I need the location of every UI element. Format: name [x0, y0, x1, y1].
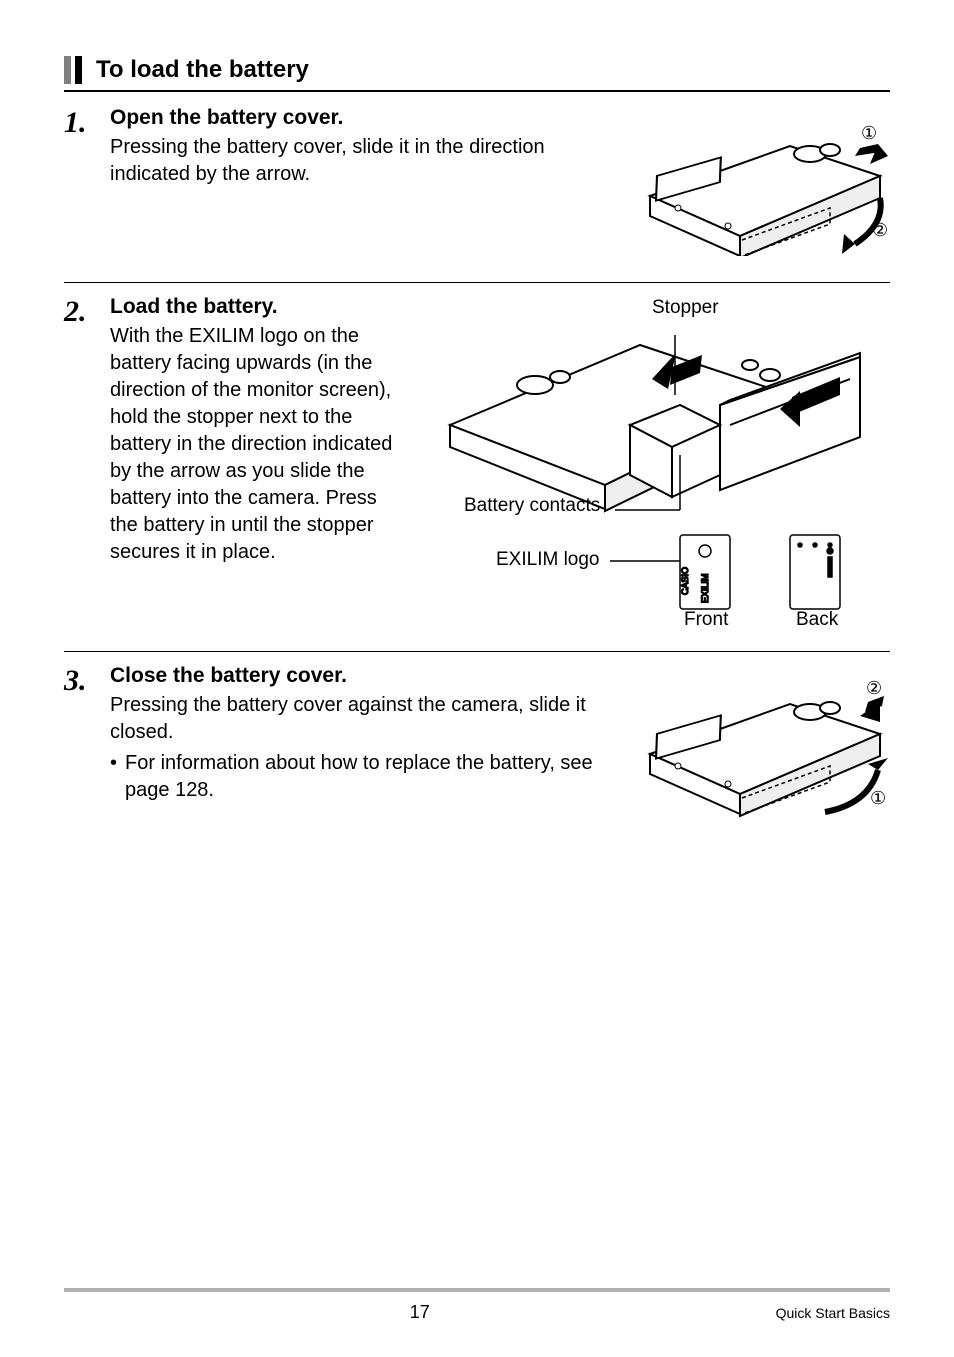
circled-2-icon: ② [866, 678, 882, 698]
step-number: 2. [64, 295, 110, 625]
svg-text:EXILIM: EXILIM [700, 573, 710, 603]
illustration-close-cover: ② ① [630, 664, 890, 824]
page-number: 17 [410, 1302, 430, 1323]
label-front: Front [684, 609, 728, 631]
label-back: Back [796, 609, 838, 631]
step-subnote: • For information about how to replace t… [110, 750, 620, 804]
section-heading: To load the battery [64, 56, 890, 92]
step-divider [64, 651, 890, 652]
footer-section-name: Quick Start Basics [776, 1305, 890, 1321]
label-stopper: Stopper [652, 297, 719, 319]
step-divider [64, 282, 890, 283]
step-heading: Close the battery cover. [110, 664, 620, 688]
step-heading: Open the battery cover. [110, 106, 620, 130]
circled-2-icon: ② [872, 220, 888, 240]
step-number: 3. [64, 664, 110, 824]
page-footer: 17 Quick Start Basics [64, 1288, 890, 1323]
label-battery-contacts: Battery contacts [464, 495, 600, 517]
bar-black [75, 56, 82, 84]
step-heading: Load the battery. [110, 295, 410, 319]
svg-text:CASIO: CASIO [680, 567, 690, 595]
step-2: 2. Load the battery. With the EXILIM log… [64, 295, 890, 625]
footer-rule [64, 1288, 890, 1292]
step-description: Pressing the battery cover against the c… [110, 692, 620, 746]
step-3: 3. Close the battery cover. Pressing the… [64, 664, 890, 824]
bar-gray [64, 56, 71, 84]
illustration-load-battery: CASIO EXILIM Stopper Battery contacts EX… [420, 295, 880, 625]
section-title: To load the battery [96, 56, 309, 84]
step-1: 1. Open the battery cover. Pressing the … [64, 106, 890, 256]
step-subnote-text: For information about how to replace the… [125, 750, 620, 804]
illustration-open-cover: ① ② [630, 106, 890, 256]
section-heading-bars [64, 56, 82, 84]
step-number: 1. [64, 106, 110, 256]
bullet-icon: • [110, 750, 117, 804]
label-exilim-logo: EXILIM logo [496, 549, 600, 571]
circled-1-icon: ① [861, 123, 877, 143]
step-description: With the EXILIM logo on the battery faci… [110, 323, 410, 566]
circled-1-icon: ① [870, 788, 886, 808]
step-description: Pressing the battery cover, slide it in … [110, 134, 620, 188]
